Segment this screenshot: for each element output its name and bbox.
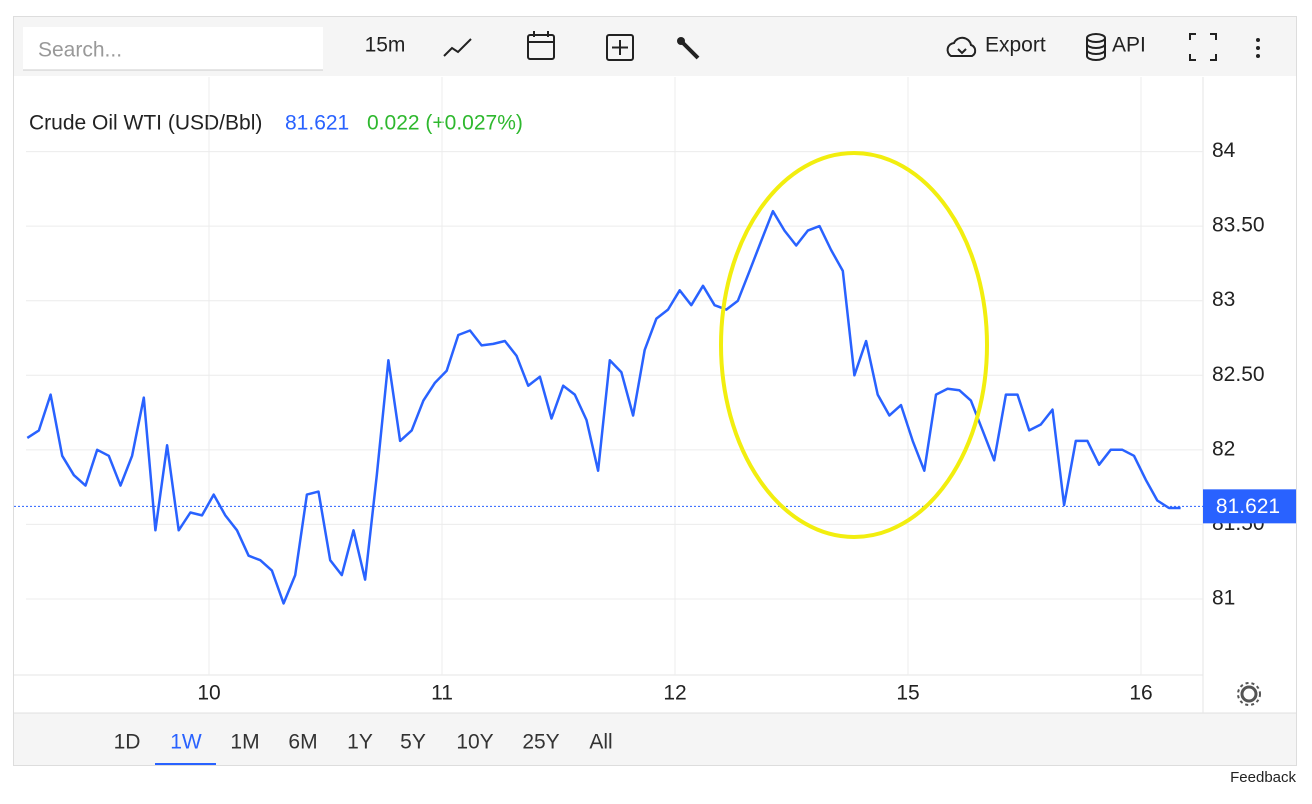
last-price-label: 81.621 bbox=[1216, 495, 1280, 518]
last-value: 81.621 bbox=[285, 112, 349, 135]
range-button[interactable]: 1Y bbox=[347, 731, 373, 754]
add-indicator-icon[interactable] bbox=[606, 34, 634, 61]
search-box[interactable] bbox=[23, 27, 323, 70]
last-price-tag bbox=[1203, 489, 1296, 524]
feedback-link[interactable]: Feedback bbox=[1230, 769, 1296, 786]
y-tick-label: 82 bbox=[1212, 437, 1235, 460]
calendar-icon[interactable] bbox=[527, 31, 555, 60]
chart-title: Crude Oil WTI (USD/Bbl) bbox=[29, 112, 262, 135]
chart-settings-icon[interactable] bbox=[1237, 682, 1261, 706]
range-buttons: 1D 1W 1M 6M 1Y 5Y 10Y 25Y All bbox=[114, 731, 613, 765]
x-tick-label: 16 bbox=[1129, 682, 1152, 705]
y-tick-label: 81 bbox=[1212, 586, 1235, 609]
export-label[interactable]: Export bbox=[985, 34, 1046, 57]
highlight-ellipse bbox=[719, 151, 989, 539]
api-label[interactable]: API bbox=[1112, 34, 1146, 57]
change: 0.022 (+0.027%) bbox=[367, 112, 523, 135]
range-button[interactable]: 5Y bbox=[400, 731, 426, 754]
settings-wrench-icon[interactable] bbox=[677, 37, 700, 60]
frame bbox=[13, 16, 1297, 766]
y-tick-label: 83 bbox=[1212, 288, 1235, 311]
x-tick-label: 10 bbox=[197, 682, 220, 705]
x-tick-label: 15 bbox=[896, 682, 919, 705]
x-tick-label: 12 bbox=[663, 682, 686, 705]
chart-type-icon[interactable] bbox=[443, 38, 472, 57]
fullscreen-icon[interactable] bbox=[1189, 33, 1217, 61]
range-button[interactable]: 10Y bbox=[456, 731, 493, 754]
y-tick-label: 82.50 bbox=[1212, 363, 1265, 386]
api-button[interactable]: API bbox=[1086, 33, 1146, 61]
range-button[interactable]: 1M bbox=[230, 731, 259, 754]
export-button[interactable]: Export bbox=[946, 34, 1046, 57]
range-button[interactable]: 1D bbox=[114, 731, 141, 754]
range-bar bbox=[14, 713, 1296, 765]
y-tick-label: 84 bbox=[1212, 139, 1236, 162]
range-button[interactable]: 1W bbox=[170, 731, 202, 754]
range-button[interactable]: 6M bbox=[288, 731, 317, 754]
interval-button[interactable]: 15m bbox=[365, 34, 406, 57]
x-tick-label: 11 bbox=[431, 682, 453, 705]
search-placeholder[interactable]: Search... bbox=[38, 39, 122, 62]
more-menu-icon[interactable] bbox=[1256, 38, 1260, 58]
price-line bbox=[26, 209, 1181, 605]
range-button[interactable]: All bbox=[589, 731, 612, 754]
range-button[interactable]: 25Y bbox=[522, 731, 559, 754]
y-tick-label: 83.50 bbox=[1212, 214, 1265, 237]
